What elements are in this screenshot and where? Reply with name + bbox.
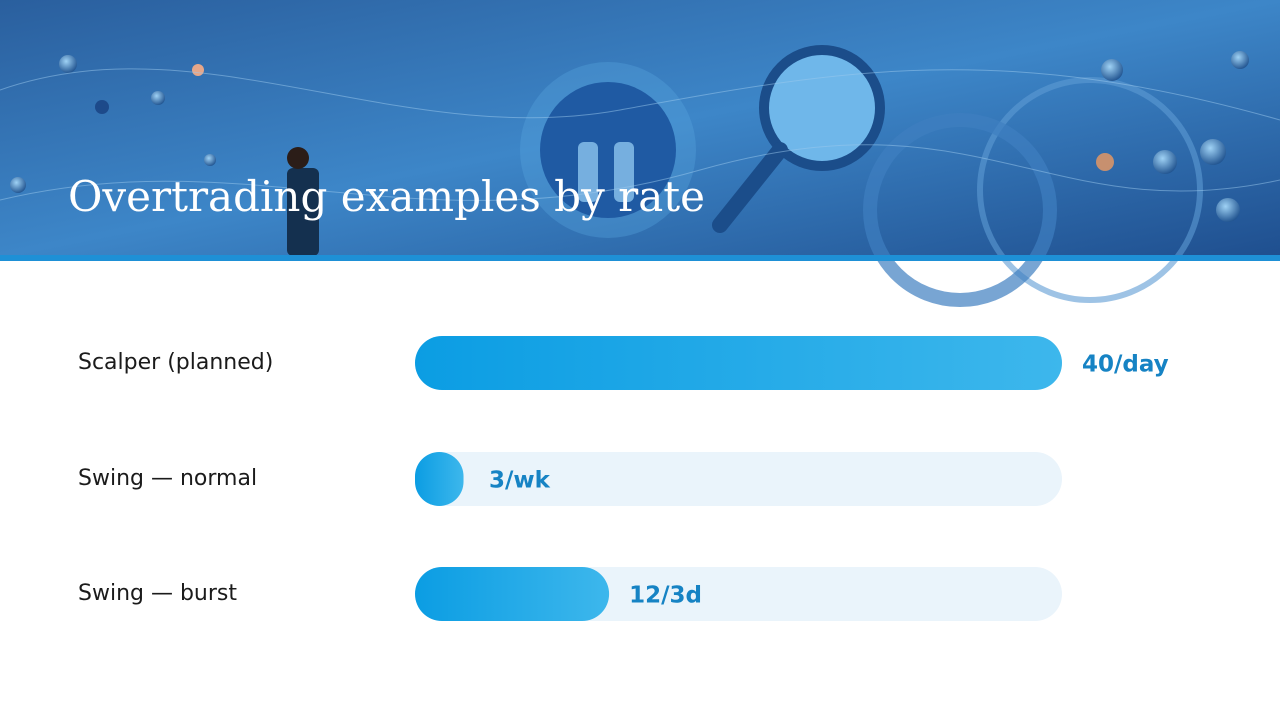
bar-track [415,452,1062,506]
bar [415,567,610,621]
bar [415,336,1062,390]
category-label: Swing — normal [78,466,257,491]
header-banner [0,0,1280,307]
chart-title: Overtrading examples by rate [68,172,705,221]
value-label: 40/day [1082,352,1169,378]
plot-area: Scalper (planned) 40/day Swing — normal 3/w… [78,336,1169,621]
category-label: Swing — burst [78,581,237,606]
category-label: Scalper (planned) [78,350,273,375]
bar [415,452,464,506]
value-label: 3/wk [489,468,551,494]
value-label: 12/3d [629,583,702,609]
